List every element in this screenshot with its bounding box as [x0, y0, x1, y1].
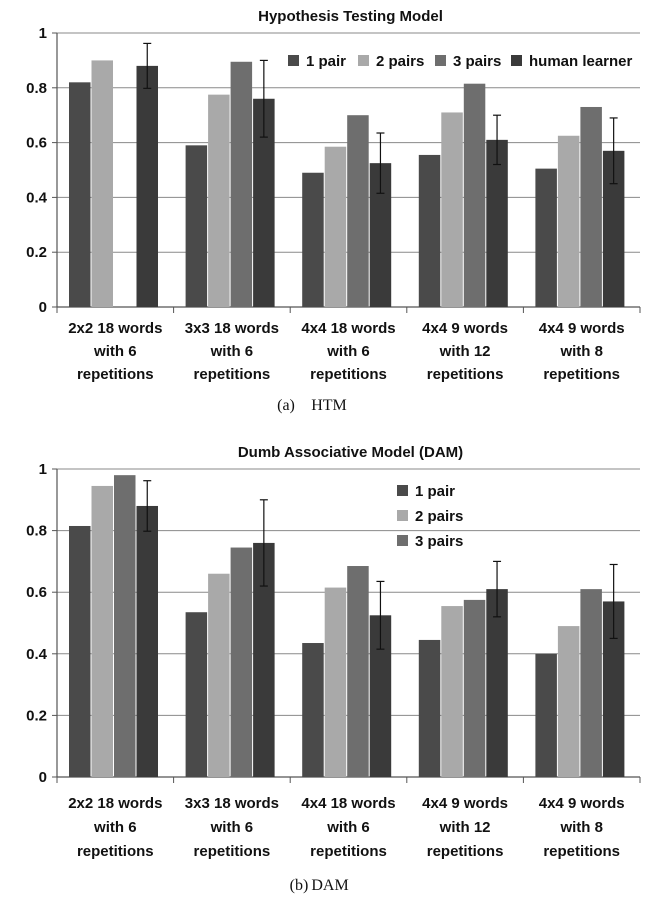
y-tick-label: 0.8 [26, 80, 47, 97]
bar-3-pairs [347, 566, 369, 777]
x-category-label: 4x4 9 words [539, 795, 625, 812]
x-category-label: with 6 [326, 819, 370, 836]
x-category-label: with 6 [210, 819, 254, 836]
bar-3-pairs [580, 107, 602, 307]
legend-label: 2 pairs [415, 508, 463, 525]
bar-1-pair [69, 82, 91, 307]
y-tick-label: 0.8 [26, 523, 47, 540]
x-category-label: 4x4 9 words [422, 320, 508, 337]
y-tick-label: 0.2 [26, 707, 47, 724]
x-category-label: repetitions [77, 366, 154, 383]
bar-2-pairs [325, 588, 347, 777]
y-tick-label: 0.2 [26, 244, 47, 261]
legend: 1 pair 2 pairs 3 pairs [397, 483, 463, 550]
chart-panel-2: Dumb Associative Model (DAM) 0 0.2 0.4 0.6 0.… [26, 444, 640, 894]
chart-title: Dumb Associative Model (DAM) [238, 444, 463, 461]
x-category-label: repetitions [310, 843, 387, 860]
x-category-label: with 8 [559, 819, 603, 836]
legend-label: 3 pairs [453, 53, 501, 70]
bar-1-pair [535, 654, 557, 777]
bar-2-pairs [92, 60, 114, 307]
x-category-label: 2x2 18 words [68, 320, 162, 337]
bar-1-pair [302, 643, 324, 777]
y-tick-label: 0.6 [26, 135, 47, 152]
bar-3-pairs [580, 589, 602, 777]
bar-1-pair [186, 612, 208, 777]
bar-series-4 [137, 506, 159, 777]
bar-1-pair [535, 169, 557, 307]
x-category-label: with 12 [439, 343, 491, 360]
x-category-label: 3x3 18 words [185, 320, 279, 337]
bar-1-pair [302, 173, 324, 307]
x-category-label: 4x4 9 words [539, 320, 625, 337]
x-category-label: with 6 [93, 819, 137, 836]
bar-3-pairs [464, 84, 486, 307]
bar-2-pairs [558, 626, 580, 777]
bar-3-pairs [114, 475, 136, 777]
bar-1-pair [419, 640, 441, 777]
y-tick-label: 0.6 [26, 584, 47, 601]
figure-caption-letter: (a) [277, 397, 295, 414]
bar-1-pair [69, 526, 91, 777]
bar-1-pair [419, 155, 441, 307]
legend-swatch [288, 55, 299, 66]
bar-3-pairs [347, 115, 369, 307]
x-category-label: 3x3 18 words [185, 795, 279, 812]
bar-3-pairs [231, 548, 253, 777]
legend-swatch [397, 535, 408, 546]
legend-label: human learner [529, 53, 633, 70]
x-category-label: 4x4 9 words [422, 795, 508, 812]
x-category-label: repetitions [427, 366, 504, 383]
legend-swatch [397, 510, 408, 521]
y-tick-label: 0.4 [26, 189, 48, 206]
y-tick-label: 0 [39, 769, 47, 786]
x-category-label: with 6 [210, 343, 254, 360]
bar-3-pairs [231, 62, 253, 307]
x-category-label: repetitions [543, 843, 620, 860]
bar-2-pairs [208, 95, 230, 307]
x-category-label: repetitions [77, 843, 154, 860]
bar-2-pairs [325, 147, 347, 307]
x-category-label: repetitions [543, 366, 620, 383]
y-tick-label: 0.4 [26, 646, 48, 663]
x-category-label: repetitions [194, 843, 271, 860]
x-category-label: 4x4 18 words [301, 320, 395, 337]
y-tick-label: 1 [39, 461, 47, 478]
x-category-label: repetitions [310, 366, 387, 383]
legend-swatch [511, 55, 522, 66]
y-tick-label: 0 [39, 299, 47, 316]
legend-swatch [435, 55, 446, 66]
x-category-label: with 6 [326, 343, 370, 360]
bar-2-pairs [208, 574, 230, 777]
bar-human-learner [137, 66, 159, 307]
legend-label: 1 pair [415, 483, 455, 500]
x-category-label: repetitions [427, 843, 504, 860]
x-category-label: with 8 [559, 343, 603, 360]
chart-panel-1: Hypothesis Testing Model 0 0.2 0.4 0.6 0.8 1 2x… [26, 8, 640, 414]
legend-swatch [397, 485, 408, 496]
legend-label: 1 pair [306, 53, 346, 70]
bar-3-pairs [464, 600, 486, 777]
x-category-label: with 6 [93, 343, 137, 360]
bar-2-pairs [441, 606, 463, 777]
x-category-label: repetitions [194, 366, 271, 383]
y-tick-label: 1 [39, 25, 47, 42]
legend: 1 pair 2 pairs 3 pairs human learner [288, 53, 633, 70]
legend-label: 2 pairs [376, 53, 424, 70]
x-category-label: 2x2 18 words [68, 795, 162, 812]
figure-caption-letter: (b) [290, 877, 309, 894]
legend-swatch [358, 55, 369, 66]
legend-label: 3 pairs [415, 533, 463, 550]
bar-2-pairs [92, 486, 114, 777]
figure-caption-name: HTM [311, 397, 347, 414]
x-category-label: 4x4 18 words [301, 795, 395, 812]
chart-title: Hypothesis Testing Model [258, 8, 443, 25]
bar-2-pairs [558, 136, 580, 307]
x-category-label: with 12 [439, 819, 491, 836]
bar-2-pairs [441, 112, 463, 307]
bar-1-pair [186, 145, 208, 307]
figure-caption-name: DAM [311, 877, 348, 894]
